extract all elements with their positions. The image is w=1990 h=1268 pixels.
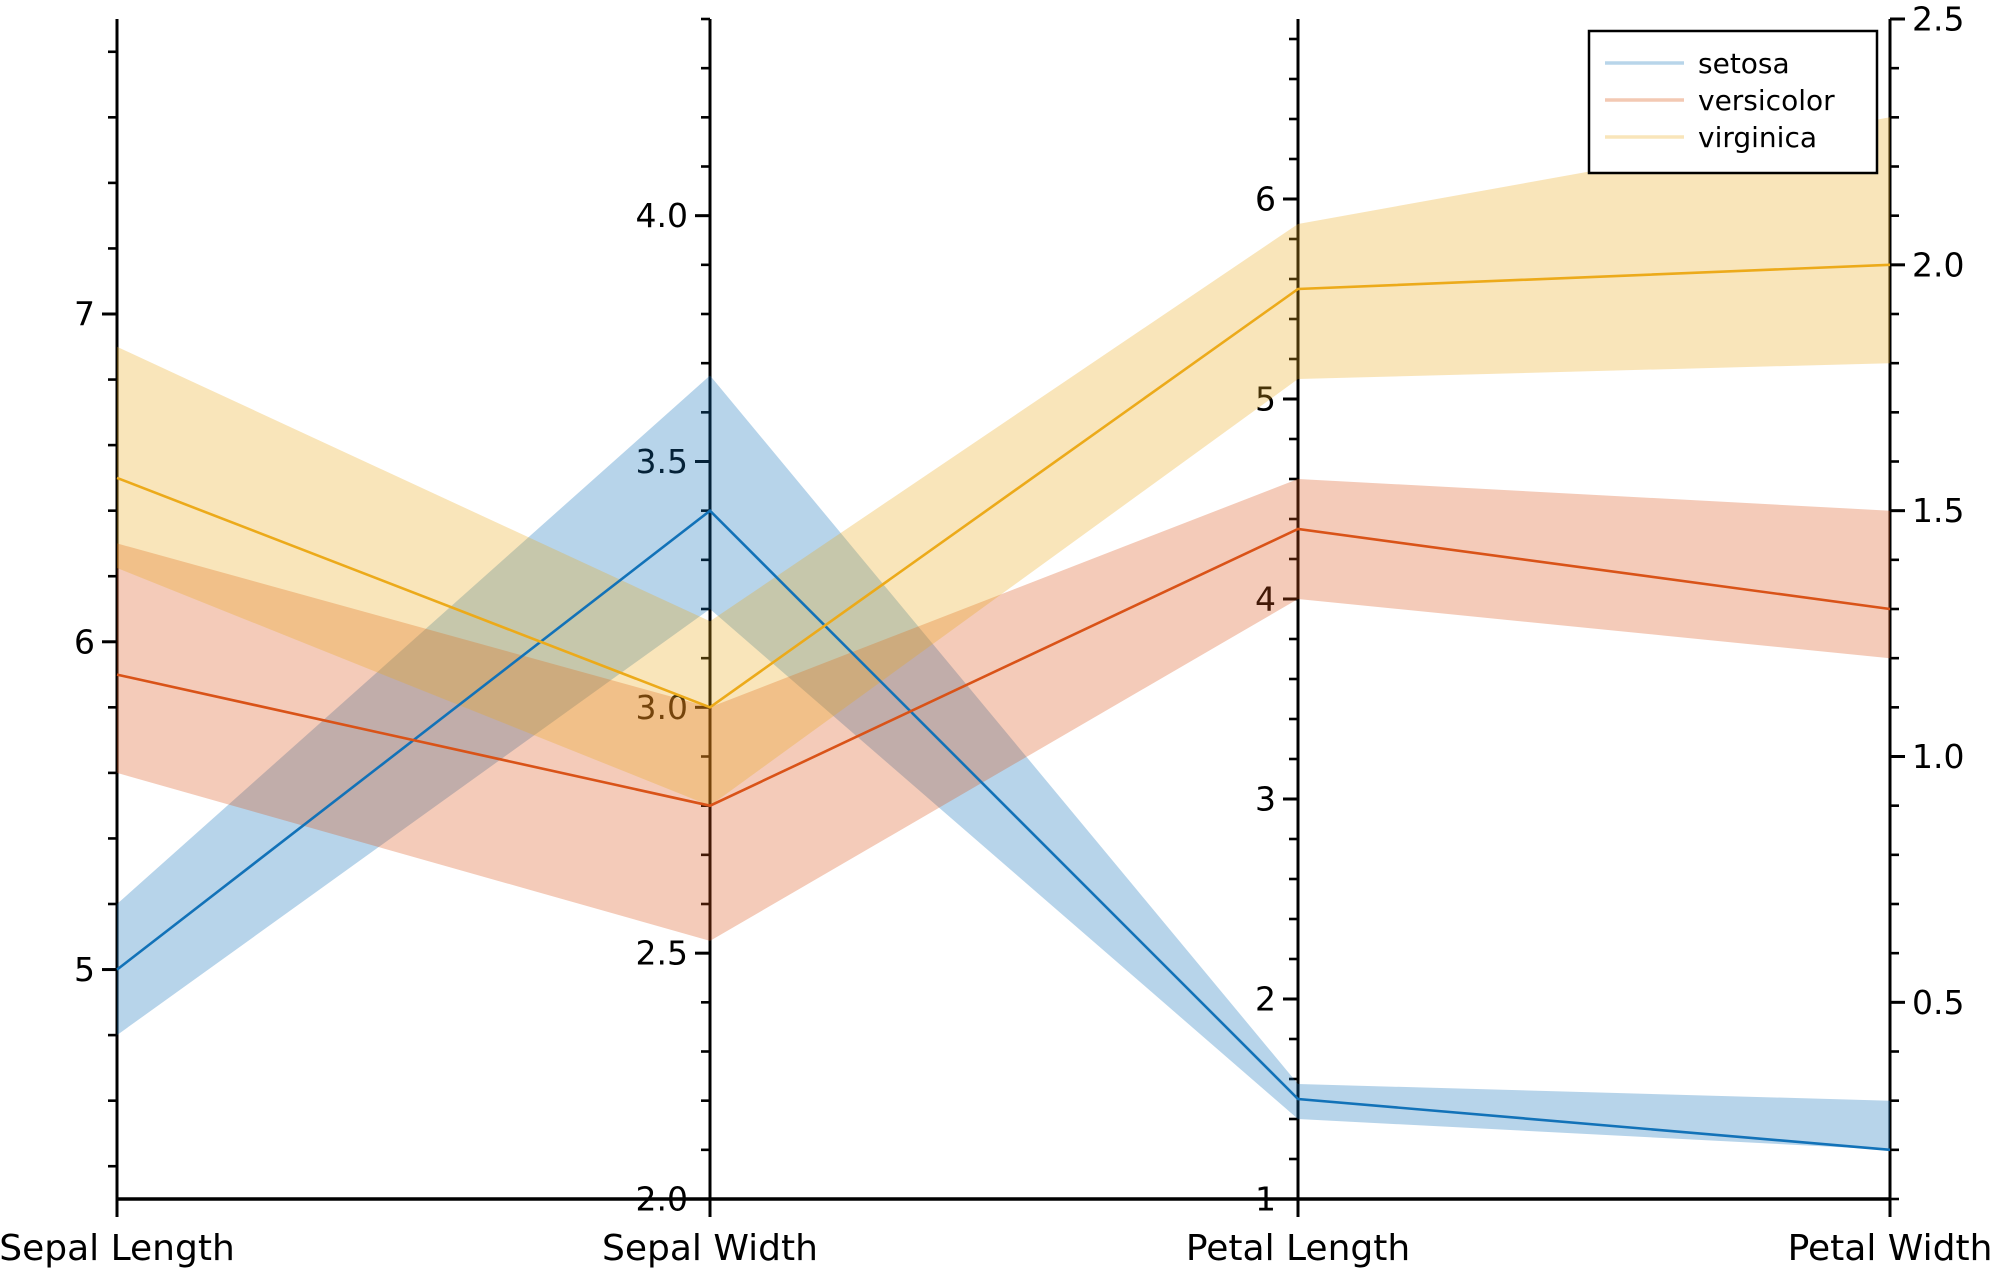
tick-label: 3.5 xyxy=(636,442,688,481)
tick-label: 7 xyxy=(74,295,95,334)
tick-label: 6 xyxy=(1255,180,1276,219)
tick-label: 2.0 xyxy=(1912,245,1964,284)
legend-box xyxy=(1587,29,1879,175)
tick-label: 2.5 xyxy=(1912,0,1964,39)
legend-label-virginica: virginica xyxy=(1698,121,1817,154)
axis-sepal-length: 5 6 7 Sepal Length xyxy=(0,19,235,1268)
series-line-versicolor xyxy=(116,527,1891,808)
tick-label: 0.5 xyxy=(1912,983,1964,1022)
tick-label: 4 xyxy=(1255,580,1276,619)
axis-title: Petal Length xyxy=(1186,1228,1410,1268)
axis-petal-width: 0.5 1.0 1.5 2.0 2.5 Petal Width xyxy=(1788,0,1990,1268)
axis-title: Petal Width xyxy=(1788,1228,1990,1268)
tick-label: 2 xyxy=(1255,980,1276,1019)
legend-label-versicolor: versicolor xyxy=(1698,84,1835,117)
tick-label: 1.5 xyxy=(1912,491,1964,530)
tick-label: 6 xyxy=(74,622,95,661)
series-line-virginica xyxy=(116,263,1891,709)
series-band-setosa xyxy=(117,375,1890,1150)
tick-label: 2.0 xyxy=(636,1180,688,1219)
tick-label: 1.0 xyxy=(1912,737,1964,776)
legend: setosa versicolor virginica xyxy=(1587,29,1879,175)
tick-label: 5 xyxy=(74,950,95,989)
tick-label: 3 xyxy=(1255,780,1276,819)
series-band-versicolor xyxy=(117,479,1890,941)
tick-label: 2.5 xyxy=(636,934,688,973)
tick-label: 1 xyxy=(1255,1180,1276,1219)
series-band-virginica xyxy=(117,117,1890,806)
tick-label: 4.0 xyxy=(636,196,688,235)
axis-petal-length: 1 2 3 4 5 6 Petal Length xyxy=(1186,19,1410,1268)
axis-title: Sepal Length xyxy=(0,1228,235,1268)
legend-label-setosa: setosa xyxy=(1698,47,1790,80)
tick-label: 5 xyxy=(1255,380,1276,419)
axis-title: Sepal Width xyxy=(602,1228,818,1268)
